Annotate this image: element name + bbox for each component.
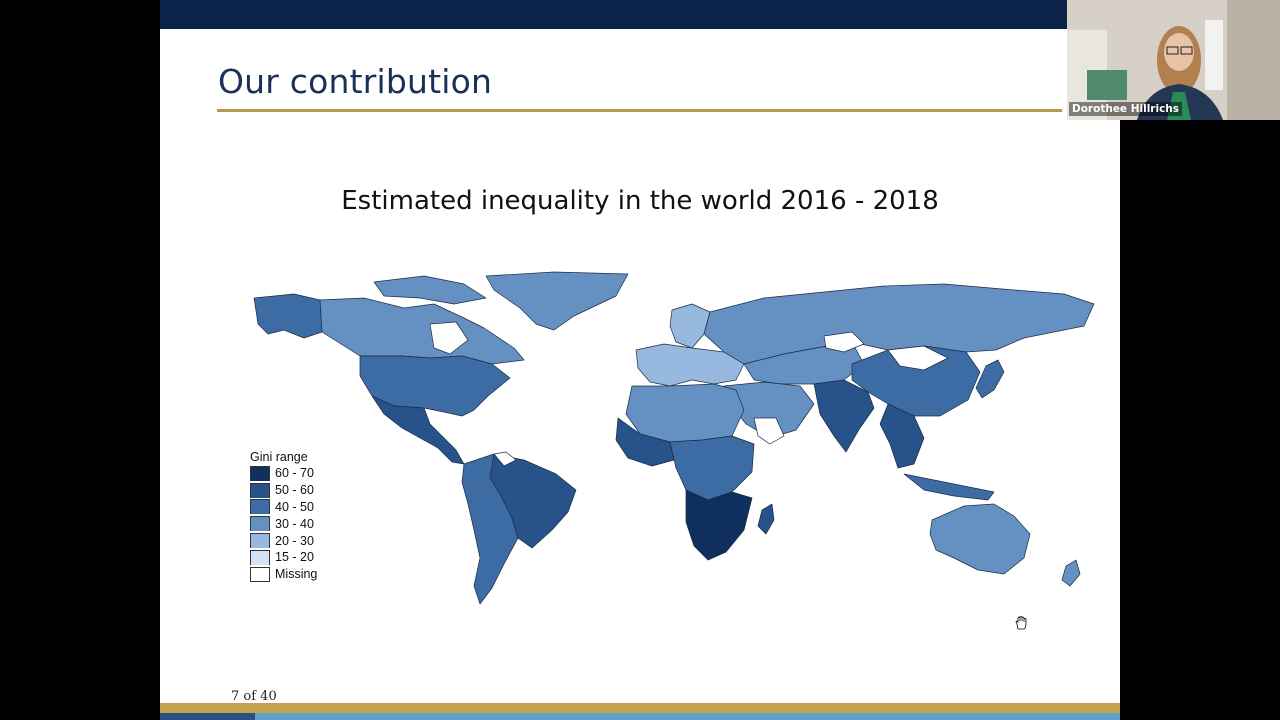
map-region-venezuela-missing <box>493 451 517 467</box>
map-region-alaska <box>253 293 323 339</box>
map-region-southern-africa <box>685 489 753 561</box>
map-region-greenland <box>485 271 629 331</box>
legend-item: 20 - 30 <box>250 532 317 549</box>
legend-title: Gini range <box>250 450 308 464</box>
legend-swatch <box>250 516 270 532</box>
legend-swatch <box>250 465 270 481</box>
legend-label: 60 - 70 <box>275 466 314 481</box>
presentation-slide: Our contribution Estimated inequality in… <box>160 0 1120 720</box>
hand-cursor-icon <box>1015 616 1027 630</box>
footer-bar-blue <box>255 713 1120 720</box>
map-region-west-africa <box>615 417 675 467</box>
map-region-saudi-missing <box>753 417 785 445</box>
map-region-japan <box>975 359 1005 399</box>
map-region-madagascar <box>757 503 775 535</box>
legend-swatch <box>250 566 270 582</box>
map-region-southeast-asia <box>879 403 925 469</box>
legend-label: 40 - 50 <box>275 499 314 514</box>
legend-item: 50 - 60 <box>250 482 317 499</box>
legend-label: 50 - 60 <box>275 483 314 498</box>
legend-label: 30 - 40 <box>275 516 314 531</box>
legend-item: 15 - 20 <box>250 549 317 566</box>
legend-item: Missing <box>250 566 317 583</box>
title-divider <box>217 109 1062 112</box>
legend-item: 60 - 70 <box>250 465 317 482</box>
map-region-new-zealand <box>1061 559 1081 587</box>
map-region-arctic-russia-missing <box>823 331 865 353</box>
legend-swatch <box>250 499 270 515</box>
legend-swatch <box>250 549 270 565</box>
participant-name-label: Dorothee Hillrichs <box>1069 102 1183 116</box>
legend-item: 30 - 40 <box>250 515 317 532</box>
map-region-indonesia <box>903 473 995 501</box>
page-number: 7 of 40 <box>231 689 277 704</box>
map-region-india <box>813 379 875 453</box>
participant-video-tile[interactable]: Dorothee Hillrichs <box>1067 0 1280 120</box>
map-region-scandinavia <box>669 303 711 349</box>
legend-label: 20 - 30 <box>275 533 314 548</box>
participant-video <box>1067 0 1280 120</box>
map-region-arctic-islands <box>373 275 487 305</box>
legend-label: Missing <box>275 567 318 582</box>
legend-swatch <box>250 482 270 498</box>
map-region-andes <box>461 453 519 605</box>
legend-label: 15 - 20 <box>275 550 314 565</box>
map-region-hudson-bay <box>429 321 469 355</box>
map-legend: Gini range 60 - 70 50 - 60 40 - 50 30 - … <box>250 449 317 583</box>
map-title: Estimated inequality in the world 2016 -… <box>341 186 939 216</box>
legend-item: 40 - 50 <box>250 499 317 516</box>
map-region-europe <box>635 343 745 387</box>
slide-title: Our contribution <box>218 62 493 101</box>
legend-swatch <box>250 533 270 549</box>
world-map <box>253 271 1095 605</box>
map-region-central-africa <box>669 435 755 501</box>
map-region-north-africa <box>625 383 745 443</box>
slide-header-bar <box>160 0 1120 29</box>
map-region-canada <box>319 297 525 365</box>
footer-bar-progress <box>160 713 255 720</box>
map-region-mongolia-missing <box>887 345 949 371</box>
map-region-australia <box>929 503 1031 575</box>
footer-bar-gold <box>160 703 1120 713</box>
